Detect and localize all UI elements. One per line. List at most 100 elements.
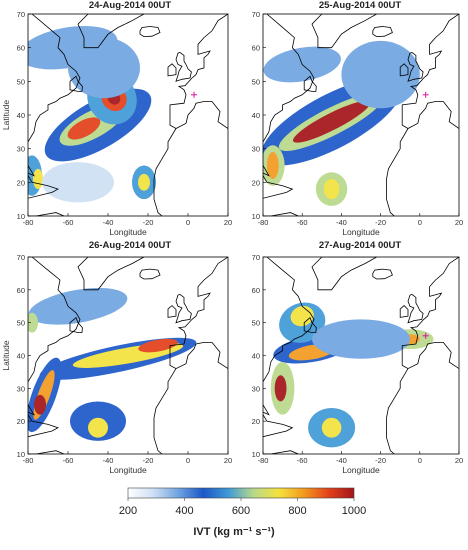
coastline xyxy=(28,148,65,216)
panel-title-3: 26-Aug-2014 00UT xyxy=(88,240,172,251)
lat-tick-label: 40 xyxy=(17,111,25,120)
lon-tick-label: 20 xyxy=(455,218,463,227)
coastline xyxy=(175,51,192,82)
coastline xyxy=(28,14,81,143)
lat-tick-label: 70 xyxy=(17,253,25,262)
coastline xyxy=(263,388,299,454)
lat-tick-label: 50 xyxy=(17,319,25,328)
lon-tick-label: -40 xyxy=(103,456,114,465)
y-axis-label: Latitude xyxy=(1,340,11,371)
colorbar-gradient xyxy=(127,487,355,499)
colorbar-title: IVT (kg m⁻¹ s⁻¹) xyxy=(193,526,275,538)
ivt-blob xyxy=(293,100,371,143)
map-panel-2: -80 -60 -40 -20 0 20 10 20 30 40 50 60 70 Longitude xyxy=(252,10,464,237)
coastline xyxy=(407,51,424,82)
ivt-blob xyxy=(321,417,342,438)
lat-tick-label: 50 xyxy=(252,77,260,86)
ivt-blob xyxy=(42,162,114,203)
lon-tick-label: -80 xyxy=(23,456,34,465)
coastline xyxy=(69,75,83,92)
coastline xyxy=(372,268,393,280)
coastline xyxy=(169,14,228,129)
coastline xyxy=(167,63,177,77)
lon-tick-label: -20 xyxy=(143,456,154,465)
ivt-blob xyxy=(323,179,340,200)
lon-tick-label: -20 xyxy=(375,456,386,465)
location-marker xyxy=(422,332,429,339)
lat-tick-label: 20 xyxy=(252,417,260,426)
lon-tick-label: -60 xyxy=(63,218,74,227)
coastline xyxy=(167,305,177,318)
coastline xyxy=(399,305,409,318)
coastline xyxy=(311,257,378,291)
lon-tick-label: 0 xyxy=(186,218,190,227)
panel-title-2: 25-Aug-2014 00UT xyxy=(318,0,402,11)
ivt-field xyxy=(28,25,156,203)
lon-tick-label: -80 xyxy=(258,218,269,227)
ivt-blob xyxy=(274,375,287,402)
coastline xyxy=(139,26,161,38)
map-panel-4: -80 -60 -40 -20 0 20 10 20 30 40 50 60 70 Longitude xyxy=(252,253,464,475)
coastline xyxy=(401,257,459,370)
lon-tick-label: 20 xyxy=(455,456,463,465)
x-axis-label: Longitude xyxy=(342,465,380,475)
map-panel-1: -80 -60 -40 -20 0 20 10 20 30 40 50 60 70 Longitude La… xyxy=(1,10,232,237)
colorbar-tick-label: 800 xyxy=(288,505,306,517)
colorbar: 200 400 600 800 1000 xyxy=(119,487,366,517)
ivt-blob xyxy=(88,417,108,438)
lon-tick-label: -20 xyxy=(375,218,386,227)
coastlines xyxy=(28,14,228,216)
location-marker xyxy=(422,91,429,98)
lat-tick-label: 10 xyxy=(252,450,260,459)
lon-tick-label: 20 xyxy=(224,218,232,227)
ivt-blob xyxy=(28,312,38,333)
lon-tick-label: 0 xyxy=(418,218,422,227)
location-marker xyxy=(191,91,197,98)
ivt-blob xyxy=(266,152,279,179)
lon-tick-label: -60 xyxy=(297,456,308,465)
lat-tick-label: 40 xyxy=(17,352,25,361)
coastline xyxy=(303,75,317,92)
lon-tick-label: -40 xyxy=(336,218,347,227)
coastline xyxy=(303,317,317,333)
lat-tick-label: 10 xyxy=(17,450,25,459)
lat-tick-label: 20 xyxy=(17,178,25,187)
panel-title-1: 24-Aug-2014 00UT xyxy=(88,0,172,11)
lat-tick-label: 30 xyxy=(252,145,260,154)
coastline xyxy=(153,368,177,454)
map-panel-3: -80 -60 -40 -20 0 20 10 20 30 40 50 60 70 Longitude La… xyxy=(1,253,232,475)
lon-tick-label: -40 xyxy=(336,456,347,465)
lon-tick-label: 0 xyxy=(418,456,422,465)
ivt-field xyxy=(263,40,420,206)
ivt-blob xyxy=(138,338,178,353)
colorbar-tick-label: 200 xyxy=(119,505,137,517)
colorbar-tick-label: 600 xyxy=(232,505,250,517)
lon-tick-label: 20 xyxy=(224,456,232,465)
coastline xyxy=(28,388,65,454)
x-axis-label: Longitude xyxy=(342,227,380,237)
x-axis-label: Longitude xyxy=(109,227,147,237)
ivt-blob xyxy=(33,168,43,190)
lat-tick-label: 50 xyxy=(17,77,25,86)
colorbar-tick-label: 1000 xyxy=(342,505,366,517)
lat-tick-label: 60 xyxy=(17,44,25,53)
lat-tick-label: 70 xyxy=(17,10,25,19)
ivt-blob xyxy=(28,287,128,325)
ivt-blob xyxy=(312,319,410,359)
ivt-blob xyxy=(34,394,46,415)
coastlines xyxy=(263,14,459,216)
y-axis-label: Latitude xyxy=(1,100,11,131)
ivt-map-panels: -80 -60 -40 -20 0 20 10 20 30 40 50 60 70 Longitude La… xyxy=(1,10,464,475)
coastline xyxy=(169,257,228,370)
panel-title-4: 27-Aug-2014 00UT xyxy=(318,240,402,251)
coastline xyxy=(311,14,378,49)
lat-tick-label: 60 xyxy=(17,286,25,295)
lon-tick-label: -40 xyxy=(103,218,114,227)
colorbar-tick-label: 400 xyxy=(175,505,193,517)
ivt-field xyxy=(270,302,434,448)
coastline xyxy=(77,14,145,49)
lat-tick-label: 20 xyxy=(252,178,260,187)
lat-tick-label: 50 xyxy=(252,319,260,328)
lat-tick-label: 40 xyxy=(252,111,260,120)
